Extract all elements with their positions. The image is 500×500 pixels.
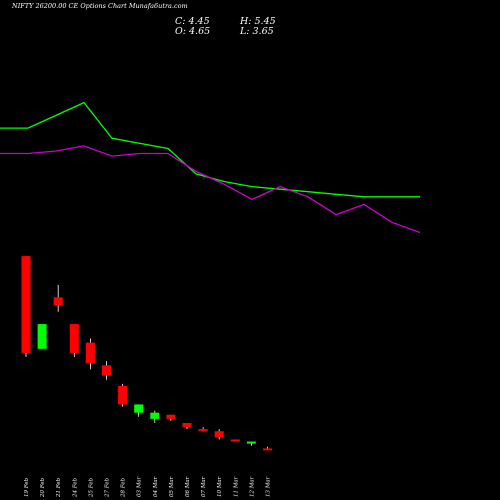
x-tick-label: 11 Mar — [233, 476, 239, 497]
candle-body — [263, 448, 272, 451]
x-tick-label: 28 Feb — [121, 477, 127, 498]
low-value: L: 3.65 — [240, 26, 274, 37]
ma-slow-line — [0, 145, 421, 234]
candle-9 — [166, 414, 176, 421]
candle-0 — [21, 256, 31, 358]
candle-4 — [85, 338, 95, 370]
high-value: H: 5.45 — [240, 16, 276, 27]
x-tick-label: 04 Mar — [153, 476, 159, 497]
open-value: O: 4.65 — [175, 26, 211, 37]
candle-body — [246, 441, 256, 444]
candle-body — [69, 324, 79, 353]
candle-12 — [214, 429, 224, 440]
candle-13 — [230, 439, 240, 442]
x-tick-label: 24 Feb — [72, 477, 78, 498]
x-tick-label: 20 Feb — [40, 477, 46, 498]
candles — [21, 256, 272, 451]
candle-2 — [53, 284, 63, 312]
candle-14 — [246, 441, 256, 446]
candle-body — [198, 429, 208, 432]
candle-body — [166, 414, 176, 419]
candle-body — [102, 365, 111, 376]
x-tick-label: 06 Mar — [185, 476, 191, 497]
close-value: C: 4.45 — [175, 16, 210, 27]
candle-3 — [69, 324, 79, 358]
candle-body — [150, 412, 160, 419]
candle-10 — [182, 422, 192, 430]
x-tick-label: 12 Mar — [249, 476, 255, 497]
x-tick-label: 27 Feb — [105, 477, 111, 498]
moving-averages — [0, 101, 421, 234]
candle-body — [118, 385, 128, 405]
x-tick-label: 05 Mar — [169, 476, 175, 497]
x-tick-label: 19 Feb — [24, 477, 30, 497]
x-tick-label: 25 Feb — [88, 477, 94, 498]
candle-body — [85, 342, 95, 364]
candle-6 — [118, 383, 128, 407]
x-tick-label: 07 Mar — [201, 476, 207, 497]
candle-body — [230, 439, 240, 442]
candle-body — [182, 422, 192, 428]
candle-5 — [102, 361, 111, 380]
candle-1 — [37, 324, 47, 349]
candle-7 — [134, 404, 144, 417]
chart-title: NIFTY 26200.00 CE Options Chart Munafa6u… — [12, 2, 188, 10]
candle-body — [214, 431, 224, 438]
x-tick-label: 03 Mar — [137, 476, 143, 497]
candle-body — [134, 404, 144, 413]
x-tick-label: 10 Mar — [217, 476, 223, 497]
candle-body — [21, 256, 31, 353]
candle-body — [37, 324, 47, 349]
x-tick-label: 21 Feb — [56, 477, 62, 498]
x-tick-label: 13 Mar — [266, 476, 272, 497]
candle-11 — [198, 427, 208, 432]
x-axis-labels: 19 Feb 20 Feb 21 Feb 24 Feb 25 Feb 27 Feb 28 F… — [24, 476, 272, 498]
candle-8 — [150, 410, 160, 423]
candle-15 — [263, 446, 272, 451]
candle-body — [53, 297, 63, 306]
